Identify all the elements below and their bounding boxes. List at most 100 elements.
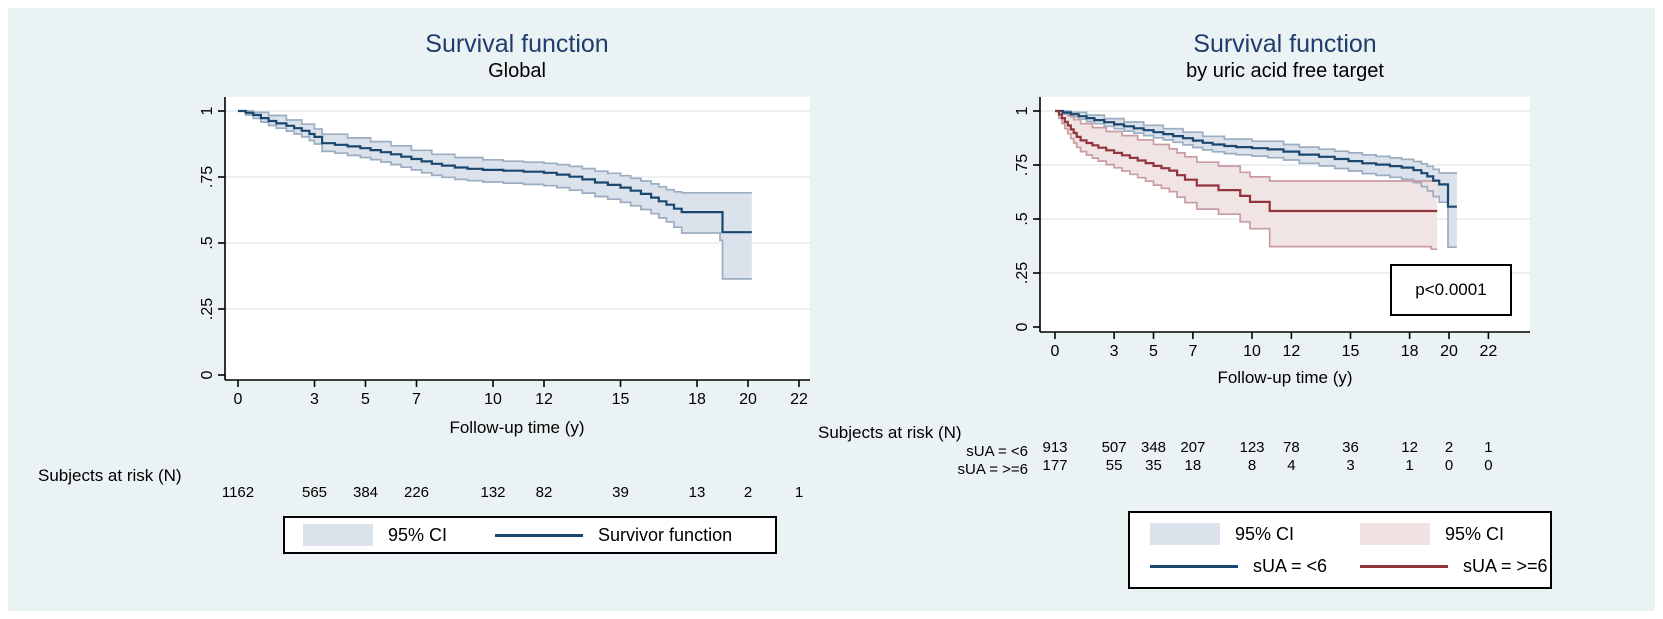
blue-ci-band-swatch: [1150, 523, 1220, 545]
x-tick-label: 3: [310, 391, 319, 408]
risk-count: 177: [1042, 457, 1067, 474]
x-tick-label: 20: [1440, 343, 1458, 360]
ci-band-edge: [1055, 110, 1438, 182]
survivor-curve: [1055, 109, 1438, 213]
risk-count: 4: [1287, 457, 1295, 474]
risk-count: 36: [1342, 439, 1359, 456]
blue-ci-legend-label: 95% CI: [1235, 523, 1295, 544]
y-tick-label: .25: [1014, 262, 1031, 284]
sua-ge6-legend-label: sUA = >=6: [1463, 555, 1548, 576]
risk-count: 913: [1042, 439, 1067, 456]
right-risk-table-header: Subjects at risk (N): [818, 423, 962, 442]
ci-legend-label: 95% CI: [388, 524, 448, 545]
y-tick-label: .75: [1014, 154, 1031, 176]
legend-cell-sua-lt6: sUA = <6: [1130, 550, 1340, 582]
risk-count: 12: [1401, 439, 1418, 456]
x-tick-label: 0: [234, 391, 243, 408]
y-tick-label: .5: [1014, 212, 1031, 225]
legend-cell-blue-ci: 95% CI: [1130, 518, 1340, 550]
right-legend: 95% CI 95% CI sUA = <6 sUA = >=6: [1128, 511, 1552, 589]
x-tick-label: 15: [1342, 343, 1360, 360]
risk-count: 123: [1239, 439, 1264, 456]
x-tick-label: 0: [1051, 343, 1060, 360]
risk-count: 2: [1445, 439, 1453, 456]
left-x-axis-title: Follow-up time (y): [449, 418, 585, 437]
y-tick-label: 0: [199, 370, 216, 379]
left-risk-table-header: Subjects at risk (N): [38, 466, 182, 485]
sua-lt6-legend-label: sUA = <6: [1253, 555, 1328, 576]
risk-count: 1: [1484, 439, 1492, 456]
left-chart-subtitle: Global: [488, 60, 546, 82]
ci-band-swatch: [303, 524, 373, 546]
y-tick-label: .25: [199, 298, 216, 320]
y-tick-label: 1: [199, 106, 216, 115]
ci-band-edge: [238, 110, 752, 280]
risk-count: 1: [795, 484, 803, 501]
left-chart-title: Survival function: [425, 30, 609, 58]
risk-count: 2: [744, 484, 752, 501]
x-tick-label: 5: [361, 391, 370, 408]
risk-count: 132: [480, 484, 505, 501]
legend-cell-sua-ge6: sUA = >=6: [1340, 550, 1550, 582]
x-tick-label: 12: [535, 391, 553, 408]
risk-count: 35: [1145, 457, 1162, 474]
x-tick-label: 15: [612, 391, 630, 408]
ci-band: [1055, 111, 1438, 250]
p-value-text: p<0.0001: [1415, 280, 1487, 299]
legend-cell-red-ci: 95% CI: [1340, 518, 1550, 550]
survivor-line-swatch: [495, 533, 584, 537]
x-tick-label: 7: [1188, 343, 1197, 360]
ci-band-edge: [238, 110, 752, 194]
right-chart-subtitle: by uric acid free target: [1186, 60, 1384, 82]
ci-band-edge: [1055, 110, 1457, 174]
risk-row-label-sua-lt6: sUA = <6: [966, 443, 1028, 460]
survivor-curve: [238, 109, 752, 234]
y-tick-label: 0: [1014, 322, 1031, 331]
risk-count: 384: [353, 484, 378, 501]
red-ci-band-swatch: [1360, 523, 1430, 545]
risk-count: 39: [612, 484, 629, 501]
risk-count: 82: [536, 484, 553, 501]
x-tick-label: 10: [484, 391, 502, 408]
risk-count: 0: [1484, 457, 1492, 474]
ci-band-edge: [1055, 110, 1438, 251]
risk-count: 1: [1405, 457, 1413, 474]
risk-count: 0: [1445, 457, 1453, 474]
right-x-axis-title: Follow-up time (y): [1217, 368, 1353, 387]
x-tick-label: 12: [1283, 343, 1301, 360]
x-tick-label: 20: [739, 391, 757, 408]
risk-count: 78: [1283, 439, 1300, 456]
risk-count: 207: [1180, 439, 1205, 456]
ci-band: [238, 111, 752, 279]
risk-count: 13: [689, 484, 706, 501]
red-ci-legend-label: 95% CI: [1445, 523, 1505, 544]
risk-count: 55: [1106, 457, 1123, 474]
y-tick-label: .5: [199, 236, 216, 249]
x-tick-label: 10: [1243, 343, 1261, 360]
x-tick-label: 18: [1401, 343, 1419, 360]
left-legend: 95% CI Survivor function: [283, 516, 777, 554]
survivor-curve: [1055, 109, 1457, 208]
right-chart-title: Survival function: [1193, 30, 1377, 58]
risk-count: 18: [1185, 457, 1202, 474]
risk-count: 3: [1346, 457, 1354, 474]
risk-row-label-sua-ge6: sUA = >=6: [957, 461, 1028, 478]
y-tick-label: 1: [1014, 106, 1031, 115]
risk-count: 8: [1248, 457, 1256, 474]
survivor-legend-label: Survivor function: [598, 524, 733, 545]
risk-count: 507: [1102, 439, 1127, 456]
sua-ge6-line-swatch: [1360, 564, 1448, 568]
risk-count: 565: [302, 484, 327, 501]
x-tick-label: 3: [1110, 343, 1119, 360]
x-tick-label: 22: [790, 391, 808, 408]
y-tick-label: .75: [199, 166, 216, 188]
x-tick-label: 7: [412, 391, 421, 408]
x-tick-label: 5: [1149, 343, 1158, 360]
risk-count: 1162: [222, 484, 254, 501]
risk-count: 348: [1141, 439, 1166, 456]
risk-count: 226: [404, 484, 429, 501]
x-tick-label: 18: [688, 391, 706, 408]
sua-lt6-line-swatch: [1150, 564, 1238, 568]
